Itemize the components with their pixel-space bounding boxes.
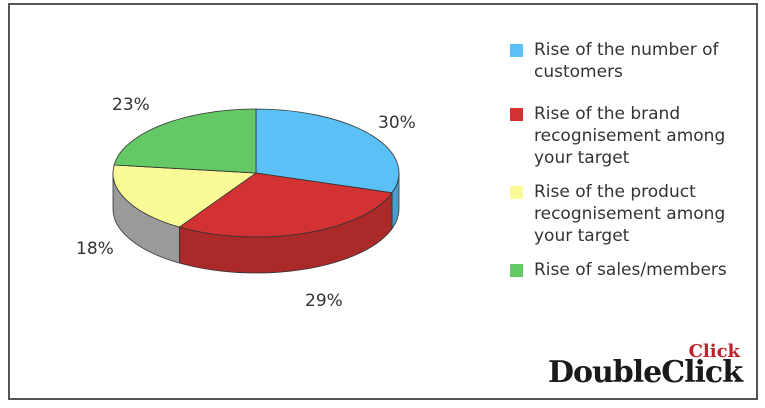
doubleclick-logo: Click DoubleClick — [548, 338, 743, 388]
legend-item-product: Rise of the product recognisement among … — [510, 181, 755, 247]
pie-slice-1 — [178, 172, 393, 238]
legend-label: Rise of sales/members — [534, 260, 727, 280]
legend-swatch — [510, 264, 523, 277]
pct-label-brand: 29% — [305, 291, 343, 311]
legend-item-customers: Rise of the number of customers — [510, 39, 755, 83]
legend-label: Rise of the number of customers — [534, 40, 719, 82]
legend-label: Rise of the brand recognisement among yo… — [534, 104, 726, 168]
legend-swatch — [510, 186, 523, 199]
pct-label-product: 18% — [76, 239, 114, 259]
legend-swatch — [510, 108, 523, 121]
pie-chart — [112, 108, 400, 274]
legend-swatch — [510, 44, 523, 57]
pie-top — [112, 108, 400, 238]
pct-label-sales: 23% — [112, 95, 150, 115]
pct-label-customers: 30% — [378, 113, 416, 133]
pie-slice-3 — [113, 108, 257, 174]
pie-slice-0 — [255, 108, 400, 194]
legend-item-sales: Rise of sales/members — [510, 259, 755, 281]
legend: Rise of the number of customers Rise of … — [510, 39, 755, 293]
pie-slice-2 — [112, 164, 258, 228]
chart-frame: 30% 29% 18% 23% Rise of the number of cu… — [8, 3, 758, 400]
legend-label: Rise of the product recognisement among … — [534, 182, 726, 246]
logo-top-text: Click — [688, 341, 740, 362]
logo-main-text: DoubleClick — [547, 355, 743, 390]
legend-item-brand: Rise of the brand recognisement among yo… — [510, 103, 755, 169]
